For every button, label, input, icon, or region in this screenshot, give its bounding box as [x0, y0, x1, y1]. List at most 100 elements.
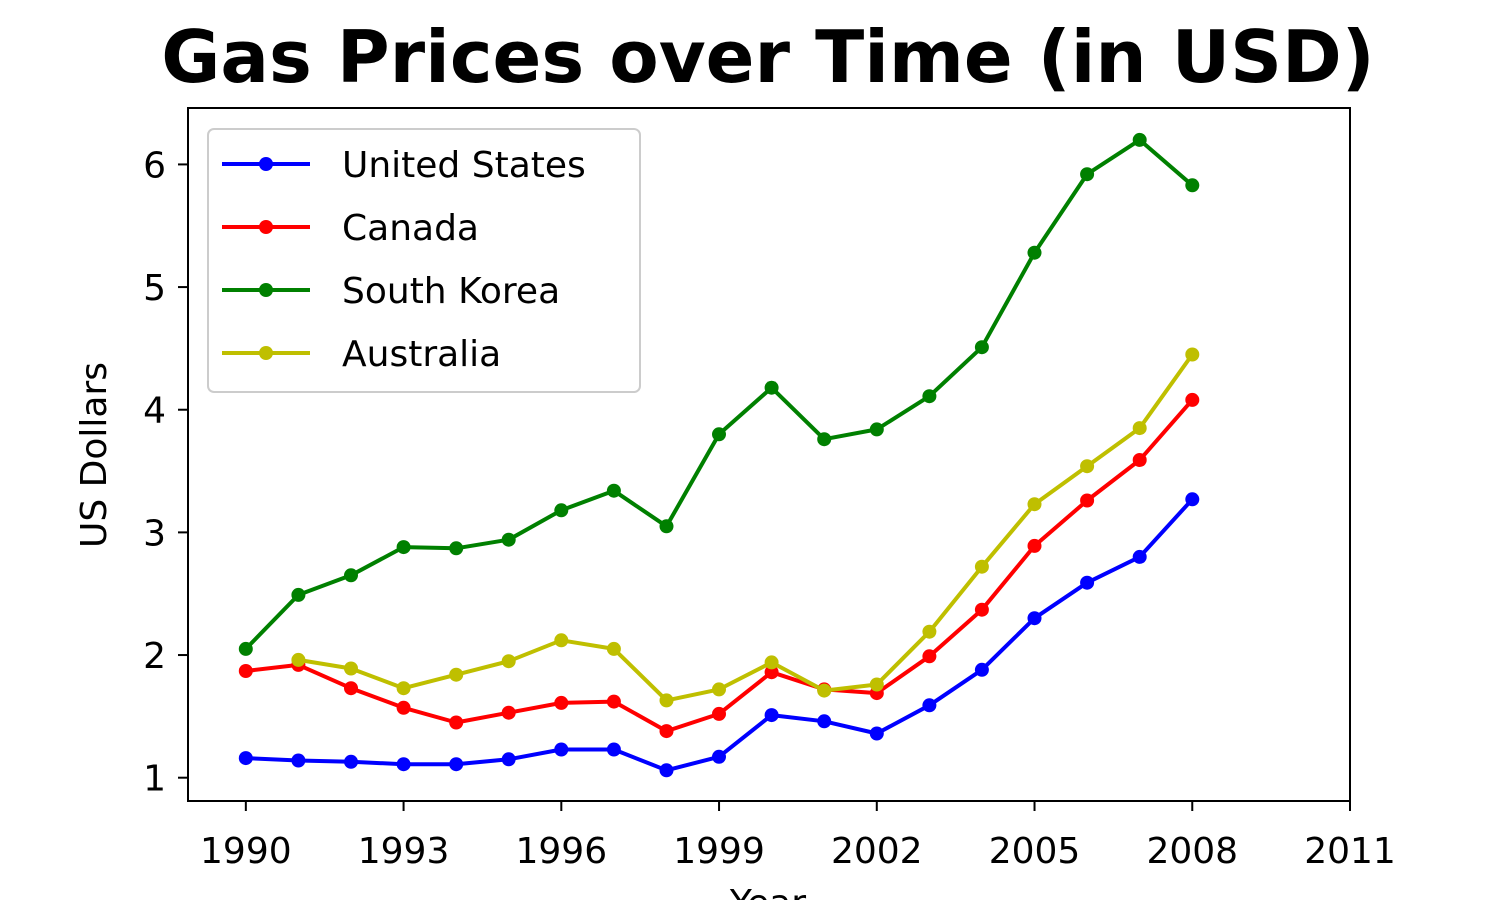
data-point-south-korea — [1185, 178, 1200, 193]
data-point-united-states — [659, 763, 674, 778]
data-point-south-korea — [922, 389, 937, 404]
data-point-united-states — [922, 698, 937, 713]
data-point-south-korea — [606, 483, 621, 498]
data-point-australia — [1080, 459, 1095, 474]
x-tick-label: 2011 — [1304, 831, 1396, 872]
data-point-canada — [238, 664, 253, 678]
x-axis-label: Year — [729, 883, 806, 900]
data-point-south-korea — [1080, 167, 1095, 182]
legend-marker-united-states — [259, 157, 273, 171]
data-point-canada — [659, 724, 674, 739]
legend: United States Canada South Korea Australia — [207, 128, 641, 393]
data-point-united-states — [764, 708, 779, 723]
data-point-australia — [501, 654, 516, 669]
data-point-united-states — [291, 753, 306, 768]
data-point-canada — [922, 649, 937, 664]
data-point-canada — [974, 602, 989, 617]
data-point-australia — [974, 559, 989, 574]
legend-marker-south-korea — [259, 283, 273, 297]
data-point-united-states — [449, 757, 464, 772]
data-point-australia — [554, 633, 569, 648]
data-point-united-states — [817, 714, 832, 729]
y-tick-label: 1 — [143, 759, 166, 800]
data-point-united-states — [554, 742, 569, 757]
series-line-australia — [296, 352, 1195, 703]
data-point-south-korea — [1027, 245, 1042, 260]
data-point-australia — [817, 683, 832, 698]
y-tick-label: 2 — [143, 636, 166, 677]
x-tick-label: 2008 — [1146, 831, 1238, 872]
data-point-united-states — [1080, 575, 1095, 590]
data-point-canada — [344, 681, 358, 696]
x-tick-label: 1993 — [358, 831, 450, 872]
data-point-south-korea — [1132, 132, 1147, 147]
data-point-united-states — [606, 742, 621, 757]
x-tick-label: 1990 — [200, 831, 292, 872]
series-line-united-states — [243, 497, 1195, 773]
legend-label-united-states: United States — [342, 145, 586, 186]
data-point-south-korea — [817, 432, 832, 447]
data-point-canada — [1080, 493, 1095, 508]
y-tick-label: 3 — [143, 513, 166, 554]
x-tick-label: 1999 — [673, 831, 765, 872]
data-point-united-states — [1027, 611, 1042, 626]
data-point-united-states — [869, 726, 884, 741]
data-point-canada — [396, 700, 411, 715]
legend-label-australia: Australia — [342, 334, 501, 375]
legend-marker-canada — [259, 220, 273, 234]
data-point-australia — [764, 655, 779, 670]
data-point-canada — [449, 715, 464, 730]
data-point-united-states — [396, 757, 411, 772]
data-point-south-korea — [764, 380, 779, 395]
legend-box — [207, 128, 641, 393]
data-point-canada — [606, 694, 621, 709]
data-point-united-states — [1132, 549, 1147, 564]
data-point-united-states — [712, 749, 726, 764]
data-point-south-korea — [974, 340, 989, 355]
data-point-united-states — [974, 662, 989, 677]
legend-label-canada: Canada — [342, 208, 479, 249]
data-point-south-korea — [554, 503, 569, 518]
plot-frame — [187, 107, 1351, 802]
data-point-united-states — [1185, 492, 1200, 507]
data-point-australia — [606, 641, 621, 656]
legend-marker-australia — [259, 346, 273, 360]
data-point-canada — [712, 706, 726, 721]
x-tick-label: 2002 — [831, 831, 923, 872]
data-point-south-korea — [344, 568, 358, 583]
data-point-south-korea — [291, 587, 306, 602]
data-point-south-korea — [449, 541, 464, 556]
data-point-australia — [1132, 421, 1147, 436]
data-point-canada — [501, 705, 516, 720]
x-tick-label: 2005 — [989, 831, 1081, 872]
data-point-australia — [1185, 347, 1200, 362]
chart-title: Gas Prices over Time (in USD) — [161, 15, 1374, 99]
y-tick-label: 6 — [143, 145, 166, 186]
data-point-canada — [764, 665, 779, 680]
data-point-australia — [1027, 497, 1042, 512]
data-point-australia — [291, 652, 306, 667]
data-point-canada — [554, 695, 569, 710]
data-point-canada — [1185, 392, 1200, 407]
data-point-australia — [344, 661, 358, 676]
data-point-australia — [396, 681, 411, 696]
data-point-australia — [869, 677, 884, 692]
data-point-canada — [1132, 453, 1147, 467]
data-point-south-korea — [238, 641, 253, 656]
data-point-canada — [1027, 538, 1042, 553]
data-point-south-korea — [712, 427, 726, 442]
data-point-south-korea — [396, 540, 411, 555]
y-tick-label: 4 — [143, 391, 166, 432]
y-axis-label: US Dollars — [74, 362, 115, 548]
data-point-united-states — [501, 752, 516, 767]
data-point-united-states — [238, 751, 253, 766]
legend-label-south-korea: South Korea — [342, 271, 560, 312]
data-point-united-states — [344, 754, 358, 769]
data-point-south-korea — [869, 422, 884, 437]
data-point-australia — [449, 667, 464, 682]
data-point-australia — [659, 693, 674, 708]
plot-area: 1990 1993 1996 1999 2002 2005 2008 2011 1 2 3 4 5 6 — [143, 107, 1396, 872]
x-tick-label: 1996 — [515, 831, 607, 872]
data-point-australia — [712, 682, 726, 697]
